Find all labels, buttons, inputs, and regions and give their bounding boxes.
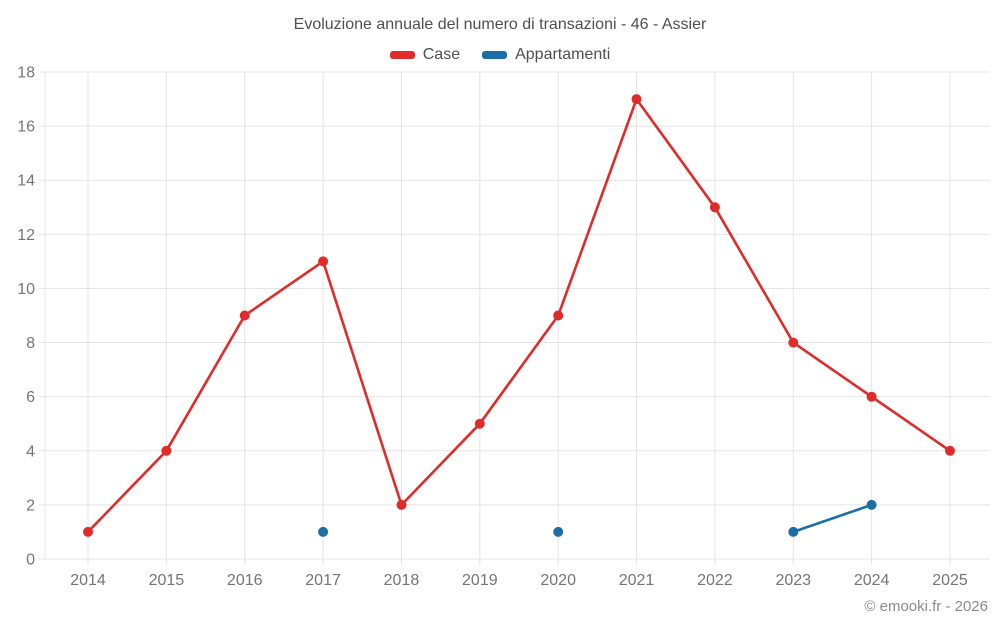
y-axis-tick-label: 8 bbox=[26, 335, 35, 352]
data-point-appartamenti-2020[interactable] bbox=[553, 526, 564, 537]
legend-label-case: Case bbox=[422, 46, 461, 63]
x-axis-tick-label: 2018 bbox=[384, 572, 420, 589]
data-point-case-2022[interactable] bbox=[709, 202, 720, 213]
series-line-case bbox=[86, 97, 952, 534]
y-axis-tick-label: 6 bbox=[26, 389, 35, 406]
y-axis-tick-label: 4 bbox=[26, 443, 35, 460]
data-point-appartamenti-2024[interactable] bbox=[866, 499, 877, 510]
x-axis-tick-label: 2016 bbox=[227, 572, 263, 589]
data-point-case-2019[interactable] bbox=[474, 418, 485, 429]
data-point-appartamenti-2023[interactable] bbox=[788, 526, 799, 537]
x-axis-tick-label: 2021 bbox=[619, 572, 655, 589]
y-axis-tick-label: 10 bbox=[17, 281, 35, 298]
legend-label-appartamenti: Appartamenti bbox=[515, 46, 611, 63]
legend-item-appartamenti[interactable]: Appartamenti bbox=[482, 46, 610, 64]
x-axis-tick-label: 2019 bbox=[462, 572, 498, 589]
legend-swatch-case-icon bbox=[389, 51, 415, 59]
y-axis-tick-label: 18 bbox=[17, 65, 35, 82]
data-point-case-2025[interactable] bbox=[945, 445, 955, 456]
data-point-case-2016[interactable] bbox=[239, 310, 250, 321]
data-point-case-2023[interactable] bbox=[788, 337, 799, 348]
x-axis-tick-label: 2017 bbox=[305, 572, 341, 589]
y-axis-tick-label: 0 bbox=[26, 552, 35, 569]
data-point-case-2020[interactable] bbox=[553, 310, 564, 321]
y-axis-tick-label: 12 bbox=[17, 227, 35, 244]
x-axis-tick-label: 2020 bbox=[540, 572, 576, 589]
data-point-case-2015[interactable] bbox=[161, 445, 172, 456]
x-axis-tick-label: 2015 bbox=[149, 572, 185, 589]
legend-item-case[interactable]: Case bbox=[389, 46, 461, 64]
copyright-credit: © emooki.fr - 2026 bbox=[864, 598, 988, 615]
series-line-appartamenti bbox=[792, 503, 873, 534]
data-point-case-2017[interactable] bbox=[318, 256, 329, 267]
x-axis-tick-label: 2022 bbox=[697, 572, 733, 589]
data-point-case-2018[interactable] bbox=[396, 499, 407, 510]
data-point-case-2021[interactable] bbox=[631, 94, 642, 105]
y-axis-tick-label: 2 bbox=[26, 497, 35, 514]
x-axis-tick-label: 2024 bbox=[854, 572, 890, 589]
data-point-appartamenti-2017[interactable] bbox=[318, 526, 329, 537]
y-axis-tick-label: 16 bbox=[17, 119, 35, 136]
legend-swatch-appartamenti-icon bbox=[482, 51, 508, 59]
chart-title: Evoluzione annuale del numero di transaz… bbox=[293, 16, 707, 33]
chart-legend: Case Appartamenti bbox=[0, 46, 1000, 64]
y-axis-tick-label: 14 bbox=[17, 173, 35, 190]
data-point-case-2024[interactable] bbox=[866, 391, 877, 402]
x-axis-tick-label: 2025 bbox=[932, 572, 968, 589]
data-point-case-2014[interactable] bbox=[83, 526, 93, 537]
x-axis-tick-label: 2023 bbox=[775, 572, 811, 589]
x-axis-tick-label: 2014 bbox=[70, 572, 106, 589]
